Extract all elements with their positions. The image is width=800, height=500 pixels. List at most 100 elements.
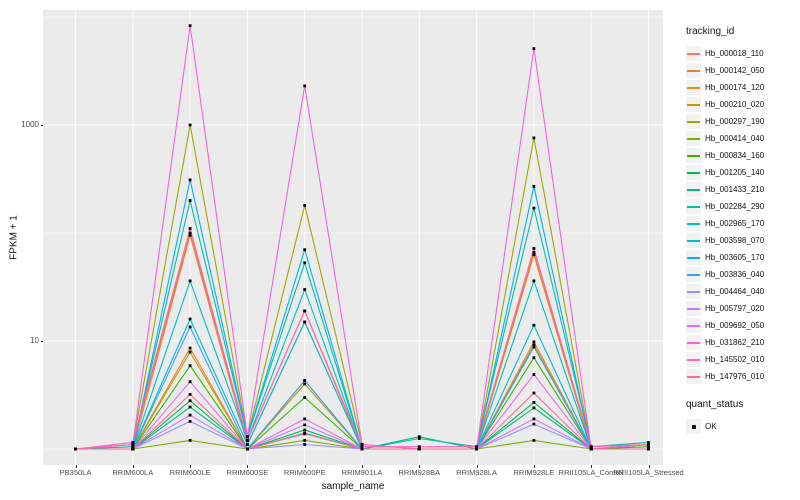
data-point bbox=[303, 379, 307, 382]
legend-key-swatch bbox=[686, 318, 701, 333]
data-point bbox=[417, 445, 421, 449]
legend-item-Hb_004464_040: Hb_004464_040 bbox=[686, 283, 798, 300]
data-point bbox=[188, 413, 192, 417]
data-point bbox=[188, 346, 192, 350]
data-point bbox=[188, 399, 192, 403]
data-point bbox=[188, 178, 192, 182]
plot-panel bbox=[43, 10, 663, 465]
x-tick-label-RRIM600LA: RRIM600LA bbox=[112, 468, 154, 477]
legend-item-Hb_002284_290: Hb_002284_290 bbox=[686, 198, 798, 215]
data-point bbox=[532, 136, 536, 140]
data-point bbox=[532, 401, 536, 404]
legend-item-Hb_001433_210: Hb_001433_210 bbox=[686, 181, 798, 198]
data-point bbox=[303, 417, 307, 421]
legend-key-swatch bbox=[686, 114, 701, 129]
legend-item-label: Hb_000174_120 bbox=[705, 83, 765, 92]
legend-item-label: Hb_002284_290 bbox=[705, 202, 765, 211]
data-point bbox=[532, 247, 536, 250]
x-tick-mark bbox=[75, 465, 77, 468]
legend-item-label: Hb_145502_010 bbox=[705, 355, 765, 364]
legend-item-label: Hb_005797_020 bbox=[705, 304, 765, 313]
legend-title-quant-status: quant_status bbox=[686, 399, 744, 410]
data-point bbox=[532, 185, 536, 188]
legend-line-icon bbox=[687, 171, 700, 174]
legend-item-Hb_000018_110: Hb_000018_110 bbox=[686, 45, 798, 62]
legend-line-icon bbox=[687, 375, 700, 378]
legend-line-icon bbox=[687, 154, 700, 157]
y-axis-title: FPKM + 1 bbox=[8, 215, 20, 260]
legend-key-swatch bbox=[686, 284, 701, 299]
data-point bbox=[74, 447, 77, 451]
data-point bbox=[188, 405, 192, 409]
legend-title-tracking-id: tracking_id bbox=[686, 26, 735, 37]
data-point bbox=[188, 364, 192, 368]
data-point bbox=[475, 445, 478, 449]
legend-key-swatch bbox=[686, 97, 701, 112]
legend-key-swatch bbox=[686, 46, 701, 61]
data-point bbox=[303, 396, 307, 399]
legend-item-label: Hb_000018_110 bbox=[705, 49, 764, 58]
x-tick-mark bbox=[648, 465, 650, 468]
data-point bbox=[188, 325, 192, 329]
legend-item-Hb_000414_040: Hb_000414_040 bbox=[686, 130, 798, 147]
legend-key-swatch bbox=[686, 63, 701, 78]
x-tick-label-RRIM600LE: RRIM600LE bbox=[169, 468, 211, 477]
data-point bbox=[303, 320, 307, 324]
legend-item-label: Hb_147976_010 bbox=[705, 372, 765, 381]
legend-key-swatch bbox=[686, 335, 701, 350]
legend-item-Hb_001205_140: Hb_001205_140 bbox=[686, 164, 798, 181]
x-tick-label-RRIM600PE: RRIM600PE bbox=[283, 468, 326, 477]
data-point bbox=[532, 323, 536, 327]
legend-key-swatch bbox=[686, 352, 701, 367]
data-point bbox=[532, 417, 536, 421]
quant-status-item: OK bbox=[686, 418, 798, 435]
legend-key-swatch bbox=[686, 165, 701, 180]
data-point bbox=[131, 447, 135, 451]
x-tick-mark bbox=[304, 465, 306, 468]
data-point bbox=[532, 253, 536, 257]
x-tick-label-RRIM928LA: RRIM928LA bbox=[456, 468, 498, 477]
data-point bbox=[647, 441, 650, 444]
data-point bbox=[647, 443, 650, 446]
data-point bbox=[532, 47, 536, 50]
data-point bbox=[532, 391, 536, 395]
data-point bbox=[188, 317, 192, 321]
legend-line-icon bbox=[687, 239, 700, 242]
data-point bbox=[417, 447, 421, 451]
legend-item-label: Hb_009692_050 bbox=[705, 321, 765, 330]
quant-status-legend: quant_status OK bbox=[686, 399, 798, 435]
legend-item-Hb_000174_120: Hb_000174_120 bbox=[686, 79, 798, 96]
data-point bbox=[303, 382, 307, 386]
legend-item-label: Hb_001205_140 bbox=[705, 168, 765, 177]
point-square-icon bbox=[691, 424, 696, 429]
legend-key-swatch bbox=[686, 233, 701, 248]
legend-line-icon bbox=[687, 188, 700, 191]
legend-key-swatch bbox=[686, 369, 701, 384]
x-tick-mark bbox=[591, 465, 593, 468]
quant-status-items: OK bbox=[686, 418, 798, 435]
data-point bbox=[188, 24, 192, 28]
legend-line-icon bbox=[687, 290, 700, 293]
data-point bbox=[246, 447, 249, 451]
data-point bbox=[188, 199, 192, 202]
legend-item-label: Hb_031862_210 bbox=[705, 338, 765, 347]
legend-key-swatch bbox=[686, 267, 701, 282]
legend-line-icon bbox=[687, 358, 700, 361]
panel-background bbox=[43, 10, 663, 465]
legend-key-swatch bbox=[686, 182, 701, 197]
legend-line-icon bbox=[687, 307, 700, 310]
data-point bbox=[417, 435, 421, 439]
data-point bbox=[188, 123, 192, 127]
legend-line-icon bbox=[687, 222, 700, 225]
data-point bbox=[188, 350, 192, 354]
data-point bbox=[532, 439, 536, 442]
data-point bbox=[188, 234, 192, 237]
legend: tracking_id Hb_000018_110 Hb_000142_050 Hb… bbox=[686, 26, 798, 435]
data-point bbox=[246, 443, 249, 446]
legend-item-Hb_000142_050: Hb_000142_050 bbox=[686, 62, 798, 79]
legend-item-label: Hb_002965_170 bbox=[705, 219, 765, 228]
x-tick-label-RRIM600SE: RRIM600SE bbox=[226, 468, 269, 477]
data-point bbox=[532, 251, 536, 254]
x-axis-title: sample_name bbox=[321, 481, 385, 492]
